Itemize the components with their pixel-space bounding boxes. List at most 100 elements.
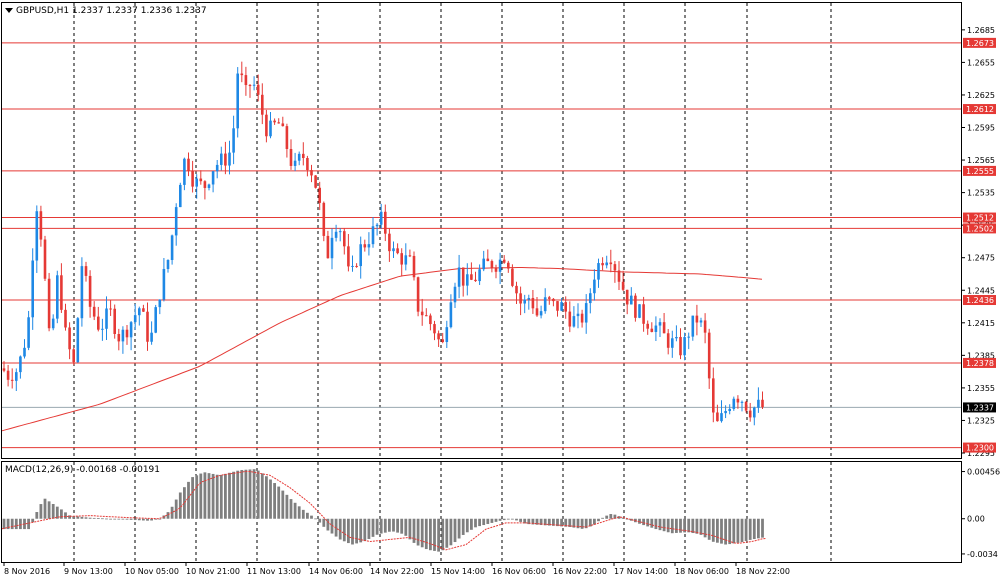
macd-bar: [670, 518, 674, 534]
time-label: 16 Nov 22:00: [553, 567, 607, 576]
macd-bar: [699, 518, 703, 535]
macd-bar: [552, 518, 555, 526]
macd-bar: [687, 518, 691, 533]
macd-bar: [716, 518, 719, 543]
candle-body: [621, 281, 625, 290]
time-label: 11 Nov 13:00: [247, 567, 301, 576]
price-tick-label: 1.2415: [967, 319, 995, 328]
macd-bar: [88, 517, 92, 519]
candle-body: [744, 401, 748, 411]
macd-bar: [326, 518, 330, 531]
macd-bar: [470, 518, 473, 530]
macd-bar: [654, 518, 658, 530]
macd-bar: [576, 518, 580, 529]
candle-body: [56, 275, 59, 319]
macd-bar: [306, 512, 309, 519]
main-pane-frame: [1, 2, 962, 459]
macd-bar: [105, 518, 108, 520]
candle-body: [121, 329, 125, 342]
candle-body: [502, 259, 506, 263]
candle-body: [101, 328, 104, 330]
macd-bar: [14, 518, 18, 530]
candle-body: [285, 126, 289, 149]
candle-body: [531, 297, 535, 309]
macd-bar: [761, 518, 764, 538]
level-tag: [963, 212, 996, 223]
candle-body: [236, 73, 239, 129]
macd-bar: [392, 518, 395, 532]
macd-bar: [383, 518, 387, 533]
macd-bar: [707, 518, 711, 540]
macd-bar: [285, 494, 289, 519]
macd-bar: [338, 518, 342, 540]
candle-body: [256, 84, 260, 95]
candle-body: [511, 268, 514, 286]
macd-bar: [240, 469, 244, 519]
candle-body: [679, 336, 682, 356]
macd-bar: [642, 518, 645, 526]
candle-body: [732, 398, 736, 409]
candle-body: [654, 325, 658, 332]
candle-body: [133, 315, 137, 323]
candle-body: [179, 184, 182, 208]
candle-body: [35, 211, 39, 261]
candle-body: [519, 293, 522, 304]
candle-body: [76, 318, 80, 363]
macd-bar: [408, 518, 412, 540]
macd-bar: [351, 518, 354, 545]
candle-body: [478, 269, 481, 282]
candle-body: [158, 299, 162, 308]
price-tick-label: 1.2475: [967, 254, 995, 263]
price-tick-label: 1.2445: [967, 286, 995, 295]
macd-bar: [429, 518, 432, 551]
macd-bar: [293, 502, 297, 519]
candle-body: [437, 333, 440, 340]
macd-bar: [64, 512, 67, 519]
candle-body: [2, 368, 6, 371]
candle-body: [597, 263, 600, 280]
macd-bar: [273, 483, 276, 519]
macd-bar: [511, 518, 514, 520]
candle-body: [125, 329, 129, 338]
macd-bar: [748, 518, 752, 540]
candle-body: [593, 279, 596, 294]
price-tick-label: 1.2295: [967, 449, 995, 458]
macd-bar: [621, 517, 625, 519]
macd-bar: [80, 516, 84, 519]
candle-body: [507, 262, 510, 269]
macd-bar: [289, 499, 293, 519]
macd-bar: [502, 518, 506, 521]
macd-bar: [248, 469, 252, 519]
level-tag: [963, 357, 996, 368]
macd-bar: [695, 518, 699, 534]
macd-bar: [154, 518, 158, 520]
candle-body: [105, 308, 108, 329]
macd-bar: [593, 518, 596, 525]
time-label: 16 Nov 06:00: [492, 567, 546, 576]
candle-body: [10, 379, 14, 381]
macd-bar: [720, 518, 723, 544]
candle-body: [523, 299, 526, 304]
chart-menu-triangle-icon[interactable]: [5, 8, 13, 13]
macd-bar: [662, 518, 666, 532]
candle-body: [716, 412, 719, 422]
macd-bar: [535, 518, 539, 525]
level-tag-label: 1.2555: [966, 167, 994, 176]
candle-body: [757, 399, 760, 408]
candle-body: [211, 171, 215, 185]
macd-bar: [76, 516, 80, 519]
macd-bar: [363, 518, 367, 542]
candle-body: [355, 265, 358, 267]
macd-bar: [711, 518, 715, 542]
macd-bar: [125, 518, 129, 520]
macd-bar: [498, 518, 502, 521]
macd-bar: [416, 518, 420, 546]
macd-bar: [527, 518, 531, 525]
macd-bar: [724, 518, 727, 545]
macd-bar: [191, 477, 194, 519]
candle-body: [92, 306, 96, 317]
candle-body: [166, 259, 170, 269]
candle-body: [240, 73, 244, 76]
candle-body: [548, 297, 551, 299]
macd-bar: [744, 518, 748, 541]
